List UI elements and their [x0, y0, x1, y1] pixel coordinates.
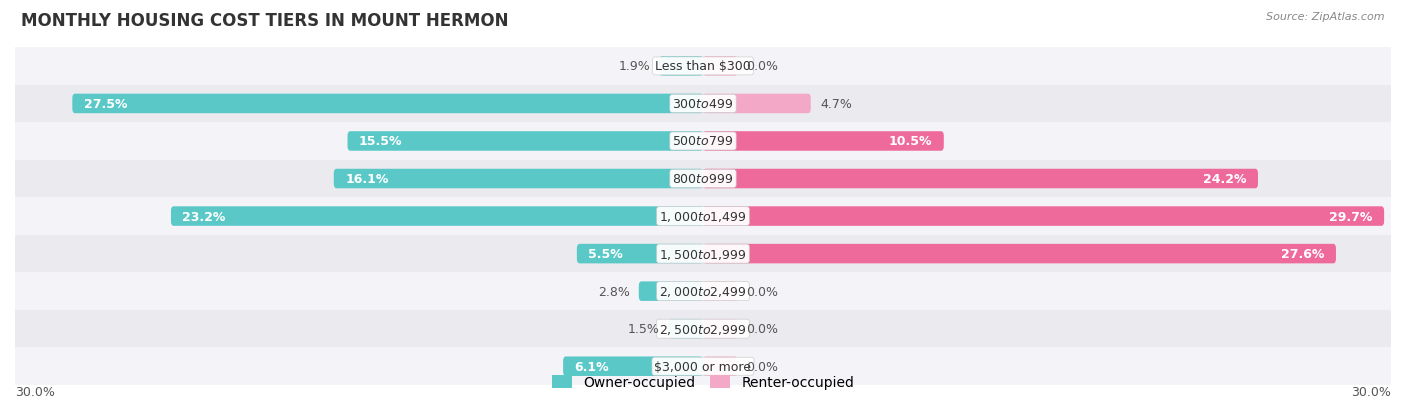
FancyBboxPatch shape: [347, 132, 703, 152]
Text: $1,500 to $1,999: $1,500 to $1,999: [659, 247, 747, 261]
Text: 4.7%: 4.7%: [820, 98, 852, 111]
Text: 0.0%: 0.0%: [747, 360, 779, 373]
Bar: [15, 160, 1391, 198]
Text: $500 to $799: $500 to $799: [672, 135, 734, 148]
Legend: Owner-occupied, Renter-occupied: Owner-occupied, Renter-occupied: [546, 370, 860, 395]
Text: 23.2%: 23.2%: [183, 210, 226, 223]
Text: $2,000 to $2,499: $2,000 to $2,499: [659, 285, 747, 299]
Text: $800 to $999: $800 to $999: [672, 173, 734, 185]
FancyBboxPatch shape: [172, 207, 703, 226]
Bar: [15, 273, 1391, 310]
Text: 27.6%: 27.6%: [1281, 247, 1324, 261]
FancyBboxPatch shape: [703, 319, 737, 339]
FancyBboxPatch shape: [703, 207, 1384, 226]
Text: $300 to $499: $300 to $499: [672, 98, 734, 111]
FancyBboxPatch shape: [564, 356, 703, 376]
Text: Source: ZipAtlas.com: Source: ZipAtlas.com: [1267, 12, 1385, 22]
FancyBboxPatch shape: [703, 95, 811, 114]
FancyBboxPatch shape: [333, 169, 703, 189]
Text: 0.0%: 0.0%: [747, 285, 779, 298]
FancyBboxPatch shape: [703, 356, 737, 376]
Bar: [15, 235, 1391, 273]
FancyBboxPatch shape: [703, 244, 1336, 264]
FancyBboxPatch shape: [576, 244, 703, 264]
Bar: [15, 85, 1391, 123]
FancyBboxPatch shape: [638, 282, 703, 301]
Bar: [15, 48, 1391, 85]
Text: 30.0%: 30.0%: [15, 385, 55, 398]
FancyBboxPatch shape: [659, 57, 703, 76]
Text: 16.1%: 16.1%: [346, 173, 388, 185]
FancyBboxPatch shape: [703, 132, 943, 152]
FancyBboxPatch shape: [703, 282, 737, 301]
FancyBboxPatch shape: [72, 95, 703, 114]
Text: 15.5%: 15.5%: [359, 135, 402, 148]
Text: $3,000 or more: $3,000 or more: [655, 360, 751, 373]
Text: Less than $300: Less than $300: [655, 60, 751, 73]
Bar: [15, 310, 1391, 348]
Text: 5.5%: 5.5%: [588, 247, 623, 261]
FancyBboxPatch shape: [703, 169, 1258, 189]
Text: 6.1%: 6.1%: [575, 360, 609, 373]
FancyBboxPatch shape: [669, 319, 703, 339]
Text: 29.7%: 29.7%: [1329, 210, 1372, 223]
Bar: [15, 198, 1391, 235]
Text: $2,500 to $2,999: $2,500 to $2,999: [659, 322, 747, 336]
Text: 27.5%: 27.5%: [84, 98, 128, 111]
Text: 10.5%: 10.5%: [889, 135, 932, 148]
Text: 30.0%: 30.0%: [1351, 385, 1391, 398]
Text: 1.9%: 1.9%: [619, 60, 650, 73]
Text: 0.0%: 0.0%: [747, 323, 779, 335]
Text: MONTHLY HOUSING COST TIERS IN MOUNT HERMON: MONTHLY HOUSING COST TIERS IN MOUNT HERM…: [21, 12, 509, 30]
Bar: [15, 348, 1391, 385]
Text: 1.5%: 1.5%: [627, 323, 659, 335]
Text: $1,000 to $1,499: $1,000 to $1,499: [659, 209, 747, 223]
Text: 2.8%: 2.8%: [598, 285, 630, 298]
FancyBboxPatch shape: [703, 57, 737, 76]
Text: 0.0%: 0.0%: [747, 60, 779, 73]
Text: 24.2%: 24.2%: [1204, 173, 1247, 185]
Bar: [15, 123, 1391, 160]
